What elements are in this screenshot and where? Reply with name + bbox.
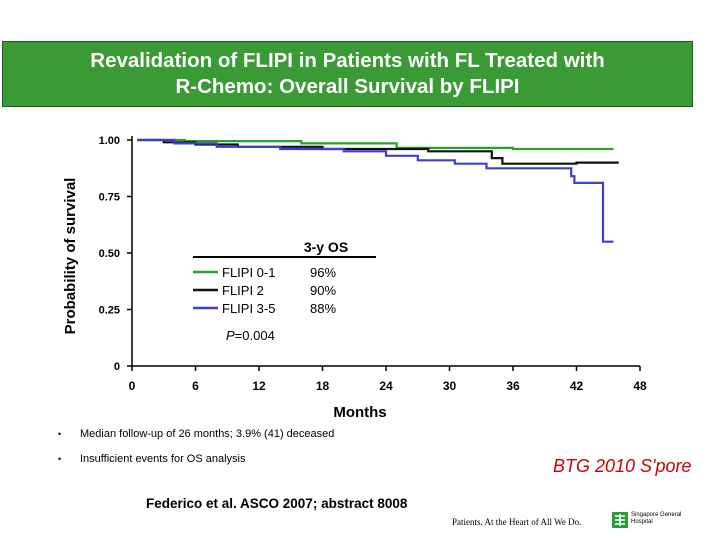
x-tick-label: 42: [570, 379, 584, 393]
y-tick-label: 0.50: [99, 248, 120, 260]
x-tick-label: 48: [633, 379, 647, 393]
legend-label: FLIPI 0-1: [222, 265, 275, 280]
bullet-item: • Median follow-up of 26 months; 3.9% (4…: [58, 428, 334, 440]
bullet-item: • Insufficient events for OS analysis: [58, 453, 246, 465]
citation-reference: Federico et al. ASCO 2007; abstract 8008: [146, 496, 408, 511]
y-tick-label: 0.75: [99, 192, 120, 204]
bullet-text: Median follow-up of 26 months; 3.9% (41)…: [80, 428, 335, 440]
event-label: BTG 2010 S'pore: [553, 456, 692, 476]
legend-os-value: 90%: [310, 283, 336, 298]
legend-os-value: 96%: [310, 265, 336, 280]
hospital-logo-icon: [612, 512, 628, 528]
x-axis-label: Months: [333, 404, 386, 421]
y-tick-label: 0.25: [99, 305, 120, 317]
km-curve-3: [137, 138, 614, 243]
y-axis-label: Probability of survival: [62, 178, 79, 335]
bullet-text: Insufficient events for OS analysis: [80, 453, 246, 465]
x-tick-label: 24: [379, 379, 393, 393]
x-tick-label: 0: [129, 379, 136, 393]
legend-label: FLIPI 3-5: [222, 301, 275, 316]
slide-title-banner: Revalidation of FLIPI in Patients with F…: [2, 41, 693, 107]
x-tick-label: 12: [252, 379, 266, 393]
slide-title-line-1: Revalidation of FLIPI in Patients with F…: [90, 49, 605, 72]
y-tick-label: 0: [114, 361, 120, 373]
x-tick-label: 30: [443, 379, 457, 393]
slide-title-line-2: R-Chemo: Overall Survival by FLIPI: [175, 75, 520, 98]
x-tick-label: 6: [192, 379, 199, 393]
legend-os-value: 88%: [310, 301, 336, 316]
x-tick-label: 36: [506, 379, 520, 393]
footer-tagline: Patients. At the Heart of All We Do.: [452, 517, 582, 527]
y-tick-label: 1.00: [99, 135, 120, 147]
legend-label: FLIPI 2: [222, 283, 264, 298]
bullet-glyph: •: [58, 454, 62, 464]
p-value-label: P=0.004: [226, 328, 275, 343]
legend-title: 3-y OS: [304, 239, 348, 255]
bullet-glyph: •: [58, 429, 62, 439]
x-tick-label: 18: [316, 379, 330, 393]
hospital-name: Singapore General Hospital: [631, 512, 682, 525]
km-curve-1: [137, 138, 614, 151]
